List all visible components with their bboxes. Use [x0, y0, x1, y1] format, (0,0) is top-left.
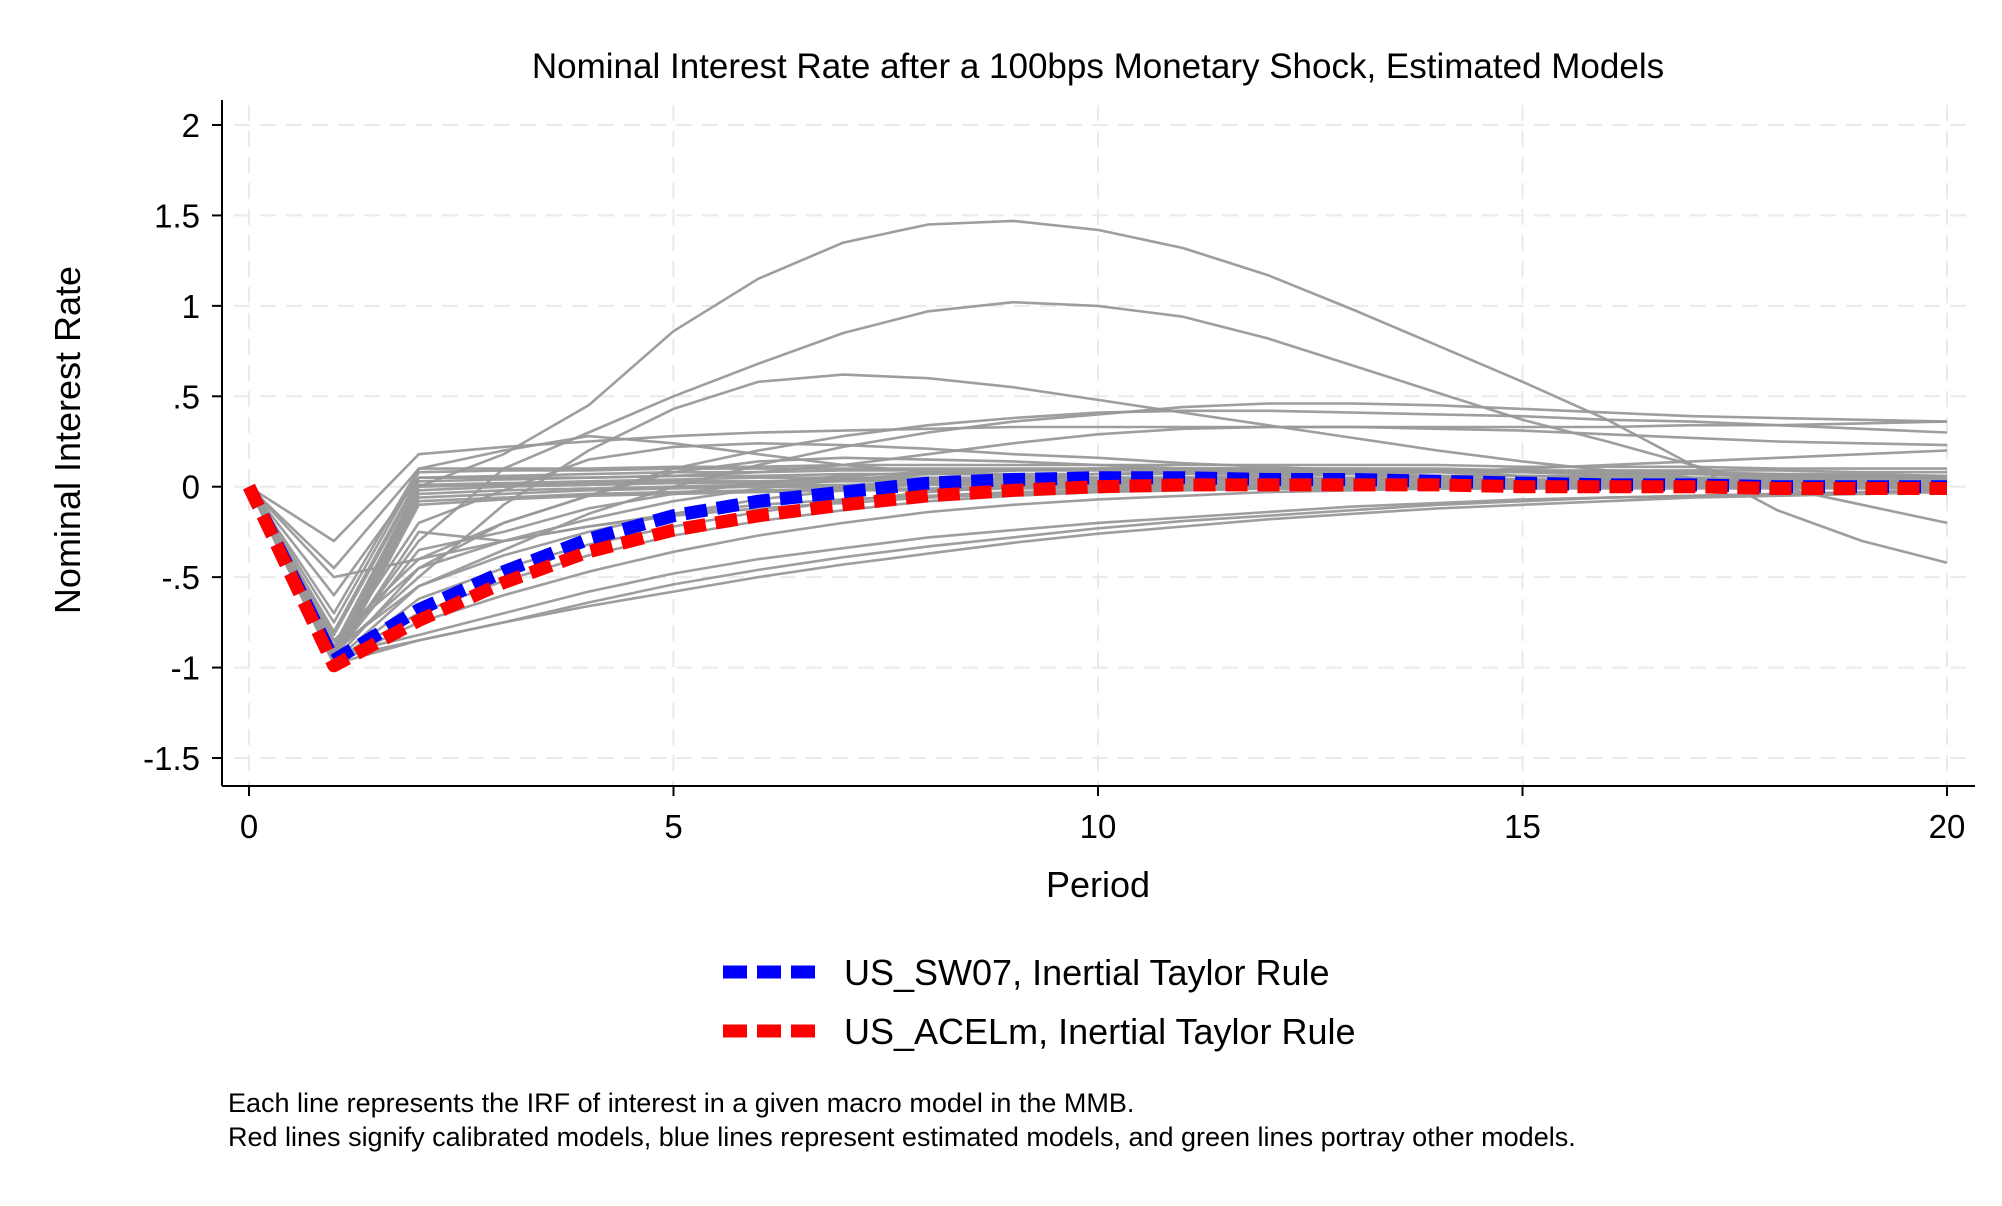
y-tick-label-0: -1.5: [143, 740, 200, 777]
background-series-line-21: [247, 467, 1948, 662]
background-series-line-22: [247, 470, 1948, 664]
chart-title: Nominal Interest Rate after a 100bps Mon…: [532, 47, 1664, 86]
y-tick-label-2: -.5: [161, 559, 200, 596]
plot-area: -1.5-1-.50.511.520 5 10 15 20: [143, 100, 1975, 845]
x-tick-label-0: 0: [240, 808, 258, 845]
x-tick-label-3: 15: [1504, 808, 1541, 845]
chart-note: Each line represents the IRF of interest…: [228, 1088, 1576, 1152]
y-tick-label-7: 2: [182, 107, 200, 144]
y-tick-label-1: -1: [171, 650, 200, 687]
y-tick-label-3: 0: [182, 469, 200, 506]
legend-label-us-sw07: US_SW07, Inertial Taylor Rule: [844, 952, 1330, 993]
background-series-line-28: [247, 486, 1948, 657]
legend: US_SW07, Inertial Taylor Rule US_ACELm, …: [723, 952, 1356, 1052]
chart-note-line-2: Red lines signify calibrated models, blu…: [228, 1122, 1576, 1152]
x-axis-label: Period: [1046, 864, 1150, 905]
y-axis-label: Nominal Interest Rate: [47, 266, 88, 614]
legend-label-us-acelm: US_ACELm, Inertial Taylor Rule: [844, 1011, 1356, 1052]
background-series-line-1: [247, 300, 1948, 657]
y-tick-label-5: 1: [182, 288, 200, 325]
y-tick-label-6: 1.5: [154, 197, 200, 234]
x-tick-label-2: 10: [1080, 808, 1117, 845]
x-tick-label-4: 20: [1929, 808, 1966, 845]
x-tick-label-1: 5: [664, 808, 682, 845]
series-line-us-acelm: [243, 478, 1947, 673]
series-line-us-sw07: [243, 471, 1947, 667]
background-series-line-7: [247, 402, 1948, 651]
background-series-line-0: [247, 219, 1948, 660]
chart-note-line-1: Each line represents the IRF of interest…: [228, 1088, 1134, 1118]
y-tick-label-4: .5: [172, 378, 200, 415]
